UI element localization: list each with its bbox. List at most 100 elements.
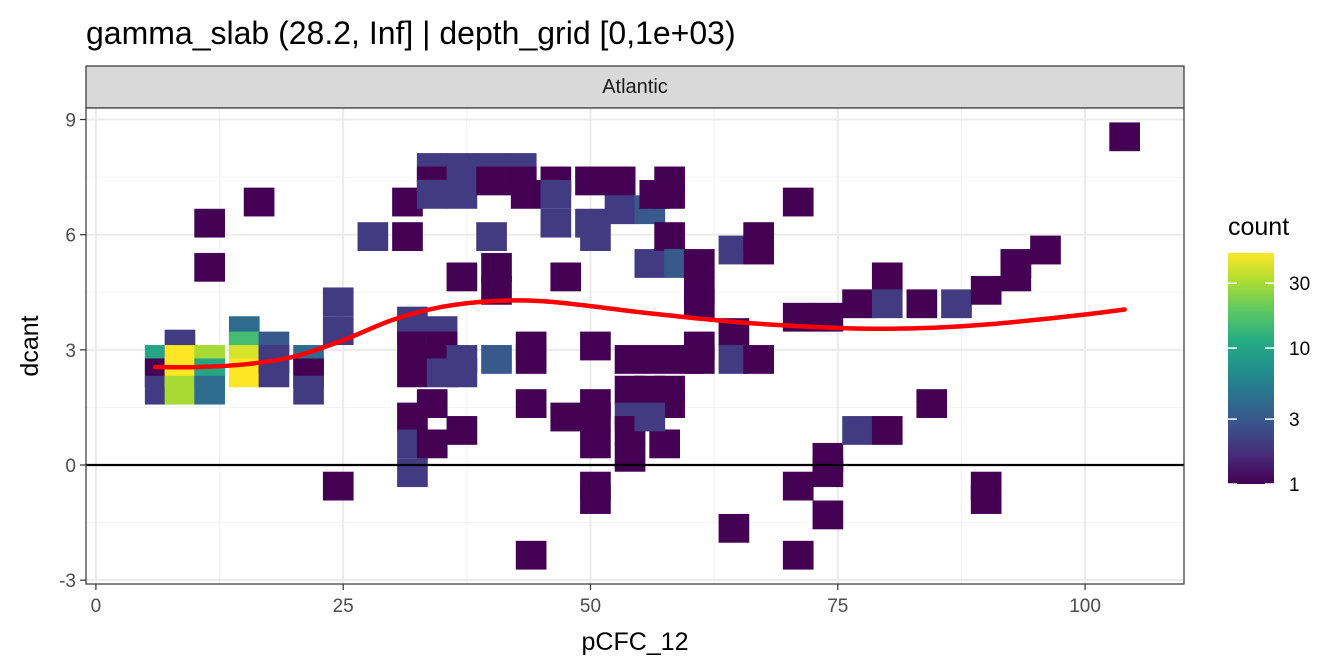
heatmap-cell [397, 358, 428, 388]
heatmap-cell [812, 500, 844, 530]
heatmap-cell [194, 208, 225, 238]
heatmap-cell [743, 345, 774, 374]
heatmap-cell [293, 375, 324, 405]
heatmap-cell [243, 187, 275, 217]
legend-break-label: 1 [1289, 475, 1300, 496]
legend: count 1 3 10 30 [1228, 213, 1310, 496]
heatmap-cell [683, 345, 715, 374]
heatmap-cell [446, 416, 478, 445]
heatmap-cell [916, 389, 948, 418]
heatmap-cell [941, 289, 972, 319]
y-axis-title: dcant [16, 315, 44, 376]
heatmap-cell [604, 195, 636, 225]
heatmap-cell [683, 249, 715, 278]
heatmap-cell [515, 345, 547, 374]
heatmap-cell [580, 222, 611, 251]
heatmap-cell [446, 358, 478, 388]
legend-break-label: 3 [1289, 410, 1300, 431]
heatmap-cell [970, 485, 1002, 514]
heatmap-cell [416, 389, 448, 418]
facet-strip: Atlantic [85, 65, 1185, 109]
heatmap-cell [540, 179, 572, 209]
plot-panel-border [85, 107, 1185, 585]
heatmap-cell [575, 166, 606, 196]
heatmap-cell [842, 289, 873, 319]
x-tick-label: 100 [1069, 596, 1101, 617]
legend-title: count [1228, 213, 1289, 241]
x-tick-label: 0 [91, 596, 102, 617]
x-axis: 0 25 50 75 100 [91, 584, 1101, 617]
heatmap-cell [906, 289, 938, 319]
heatmap-cell [614, 442, 646, 472]
heatmap-cell [580, 429, 611, 459]
smooth-line-path [152, 298, 1127, 370]
heatmap-cell [357, 222, 389, 251]
x-tick-label: 25 [333, 596, 354, 617]
heatmap-cell [644, 345, 676, 374]
heatmap-cell [392, 222, 423, 251]
heatmap-cell [164, 375, 196, 405]
y-axis: -3 0 3 6 9 [59, 111, 86, 592]
legend-break-label: 30 [1289, 274, 1310, 295]
heatmap-cell [970, 275, 1002, 305]
heatmap-cell [476, 166, 507, 196]
y-tick-label: 3 [65, 341, 76, 362]
heatmap-cell [654, 222, 685, 251]
heatmap-cell [580, 485, 611, 514]
heatmap-cell [446, 262, 478, 292]
heatmap-cell [683, 289, 715, 319]
y-tick-label: 6 [65, 226, 76, 247]
heatmap-cell [634, 402, 666, 432]
heatmap-cell [718, 513, 750, 543]
heatmap-cell [476, 222, 507, 251]
heatmap-cell [194, 252, 225, 282]
facet-strip-background [85, 65, 1185, 109]
smooth-trend-line [152, 298, 1127, 370]
heatmap-cell [871, 262, 903, 292]
y-tick-label: -3 [59, 571, 76, 592]
heatmap-cell [1000, 262, 1032, 292]
heatmap-cell [614, 345, 646, 374]
heatmap-cell [550, 402, 582, 432]
heatmap-cell [1030, 235, 1061, 265]
heatmap-cell [580, 331, 611, 361]
heatmap-cell [397, 331, 428, 361]
heatmap-cell [481, 345, 512, 374]
heatmap-cell [416, 179, 448, 209]
heatmap-cell [194, 375, 225, 405]
heatmap-cell [322, 471, 354, 501]
heatmap-cell [871, 289, 903, 319]
heatmap-cell [782, 471, 814, 501]
heatmap-cell [812, 458, 844, 488]
x-tick-label: 75 [827, 596, 848, 617]
y-tick-label: 0 [65, 456, 76, 477]
heatmap-cell [782, 187, 814, 217]
heatmap-cell [322, 287, 354, 317]
heatmap-cell [580, 402, 611, 432]
legend-ticks: 1 3 10 30 [1228, 274, 1310, 496]
heatmap-cell [649, 429, 681, 459]
heatmap-cell [446, 153, 478, 182]
heatmap-cell [515, 540, 547, 570]
heatmap-cell [634, 249, 666, 278]
heatmap-cell [397, 458, 428, 488]
heatmap-cell [446, 179, 478, 209]
heatmap-cell [510, 179, 542, 209]
heatmap-cell [550, 262, 582, 292]
heatmap-cell [540, 208, 572, 238]
heatmap-cell [416, 429, 448, 459]
heatmap-cell [743, 235, 774, 265]
chart-title: gamma_slab (28.2, Inf] | depth_grid [0,1… [86, 15, 736, 51]
heatmap-cell [515, 389, 547, 418]
legend-break-label: 10 [1289, 339, 1310, 360]
heatmap-cell [842, 416, 873, 445]
heatmap-cells [144, 122, 1140, 570]
heatmap-cell [871, 416, 903, 445]
heatmap-cell [654, 179, 685, 209]
heatmap-cell [782, 540, 814, 570]
x-tick-label: 50 [580, 596, 601, 617]
facet-strip-label: Atlantic [602, 76, 668, 98]
heatmap-cell [1109, 122, 1140, 152]
legend-colorbar [1228, 253, 1274, 484]
